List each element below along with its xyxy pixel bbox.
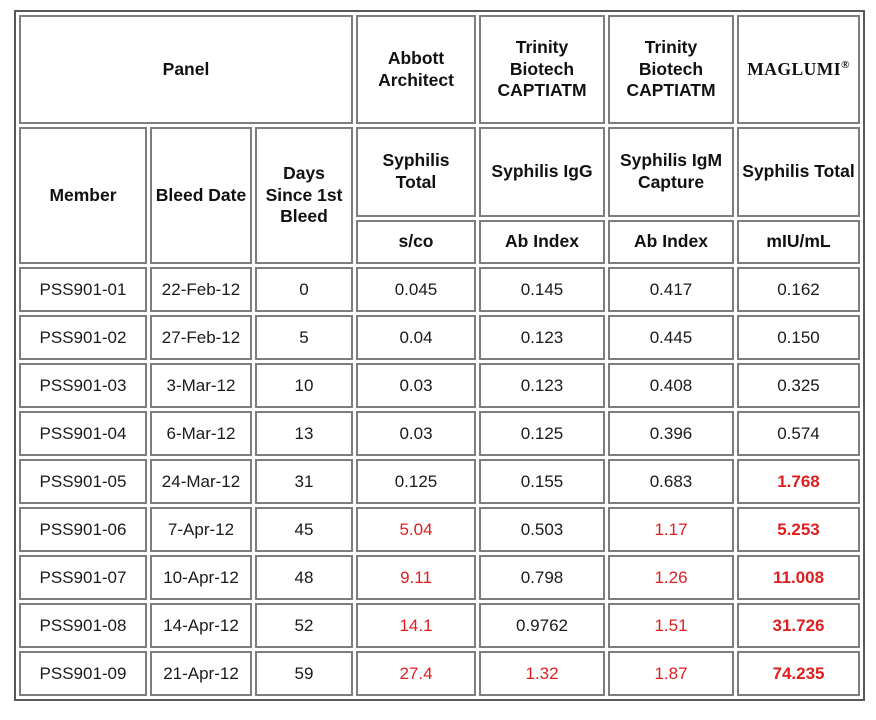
abbott-total-result-cell: 27.4 (356, 651, 476, 696)
header-row-units: s/co Ab Index Ab Index mIU/mL (19, 220, 860, 264)
table-row: PSS901-08 14-Apr-12 52 14.1 0.9762 1.51 31.726 (19, 603, 860, 648)
trinity-igg-result-cell: 0.9762 (479, 603, 605, 648)
trinity-igg-result-cell: 0.798 (479, 555, 605, 600)
trinity-igm-result-cell: 1.51 (608, 603, 734, 648)
member-cell: PSS901-04 (19, 411, 147, 456)
assay-header-trinity-captia-igm: Trinity Biotech CAPTIATM (608, 15, 734, 124)
unit-header-ab-index-igm: Ab Index (608, 220, 734, 264)
registered-trademark-symbol: ® (841, 58, 850, 71)
maglumi-total-result-cell: 1.768 (737, 459, 860, 504)
trinity-igm-result-cell: 0.683 (608, 459, 734, 504)
column-header-bleed-date: Bleed Date (150, 127, 252, 264)
table-row: PSS901-02 27-Feb-12 5 0.04 0.123 0.445 0.150 (19, 315, 860, 360)
trinity-igm-result-cell: 0.396 (608, 411, 734, 456)
bleed-date-cell: 14-Apr-12 (150, 603, 252, 648)
trinity-igg-result-cell: 0.145 (479, 267, 605, 312)
unit-header-miu-per-ml: mIU/mL (737, 220, 860, 264)
member-cell: PSS901-01 (19, 267, 147, 312)
table-row: PSS901-06 7-Apr-12 45 5.04 0.503 1.17 5.253 (19, 507, 860, 552)
member-cell: PSS901-08 (19, 603, 147, 648)
bleed-date-cell: 21-Apr-12 (150, 651, 252, 696)
member-cell: PSS901-07 (19, 555, 147, 600)
member-cell: PSS901-03 (19, 363, 147, 408)
table-row: PSS901-03 3-Mar-12 10 0.03 0.123 0.408 0.325 (19, 363, 860, 408)
bleed-date-cell: 7-Apr-12 (150, 507, 252, 552)
column-header-days-since-first-bleed: Days Since 1st Bleed (255, 127, 353, 264)
trinity-igg-result-cell: 0.123 (479, 363, 605, 408)
abbott-total-result-cell: 0.03 (356, 363, 476, 408)
abbott-total-result-cell: 0.045 (356, 267, 476, 312)
header-row-brands: Panel Abbott Architect Trinity Biotech C… (19, 15, 860, 124)
abbott-total-result-cell: 0.125 (356, 459, 476, 504)
maglumi-total-result-cell: 5.253 (737, 507, 860, 552)
trinity-igm-result-cell: 0.445 (608, 315, 734, 360)
abbott-total-result-cell: 0.04 (356, 315, 476, 360)
trinity-igm-result-cell: 1.26 (608, 555, 734, 600)
unit-header-ab-index-igg: Ab Index (479, 220, 605, 264)
trinity-igg-result-cell: 0.125 (479, 411, 605, 456)
header-row-tests: Member Bleed Date Days Since 1st Bleed S… (19, 127, 860, 264)
bleed-date-cell: 22-Feb-12 (150, 267, 252, 312)
maglumi-total-result-cell: 0.150 (737, 315, 860, 360)
test-header-maglumi-syphilis-total: Syphilis Total (737, 127, 860, 217)
panel-header: Panel (19, 15, 353, 124)
column-header-member: Member (19, 127, 147, 264)
bleed-date-cell: 24-Mar-12 (150, 459, 252, 504)
assay-header-maglumi: MAGLUMI® (737, 15, 860, 124)
bleed-date-cell: 3-Mar-12 (150, 363, 252, 408)
test-header-syphilis-igg: Syphilis IgG (479, 127, 605, 217)
maglumi-total-result-cell: 11.008 (737, 555, 860, 600)
days-cell: 0 (255, 267, 353, 312)
maglumi-total-result-cell: 0.574 (737, 411, 860, 456)
trinity-igg-result-cell: 0.503 (479, 507, 605, 552)
table-row: PSS901-05 24-Mar-12 31 0.125 0.155 0.683 1.768 (19, 459, 860, 504)
member-cell: PSS901-02 (19, 315, 147, 360)
member-cell: PSS901-09 (19, 651, 147, 696)
test-header-syphilis-igm-capture: Syphilis IgM Capture (608, 127, 734, 217)
trinity-igg-result-cell: 0.123 (479, 315, 605, 360)
member-cell: PSS901-06 (19, 507, 147, 552)
maglumi-total-result-cell: 31.726 (737, 603, 860, 648)
days-cell: 31 (255, 459, 353, 504)
trinity-igm-result-cell: 0.417 (608, 267, 734, 312)
assay-header-abbott-architect: Abbott Architect (356, 15, 476, 124)
days-cell: 10 (255, 363, 353, 408)
abbott-total-result-cell: 14.1 (356, 603, 476, 648)
days-cell: 59 (255, 651, 353, 696)
trinity-igg-result-cell: 0.155 (479, 459, 605, 504)
assay-comparison-table: Panel Abbott Architect Trinity Biotech C… (14, 10, 865, 701)
days-cell: 52 (255, 603, 353, 648)
maglumi-total-result-cell: 74.235 (737, 651, 860, 696)
days-cell: 13 (255, 411, 353, 456)
table-row: PSS901-04 6-Mar-12 13 0.03 0.125 0.396 0.574 (19, 411, 860, 456)
trinity-igm-result-cell: 1.87 (608, 651, 734, 696)
days-cell: 48 (255, 555, 353, 600)
trinity-igg-result-cell: 1.32 (479, 651, 605, 696)
bleed-date-cell: 10-Apr-12 (150, 555, 252, 600)
unit-header-sco: s/co (356, 220, 476, 264)
trinity-igm-result-cell: 1.17 (608, 507, 734, 552)
maglumi-total-result-cell: 0.162 (737, 267, 860, 312)
abbott-total-result-cell: 9.11 (356, 555, 476, 600)
table-row: PSS901-07 10-Apr-12 48 9.11 0.798 1.26 11.008 (19, 555, 860, 600)
maglumi-brand-text: MAGLUMI (747, 58, 842, 79)
assay-table-container: Panel Abbott Architect Trinity Biotech C… (14, 10, 865, 701)
table-row: PSS901-01 22-Feb-12 0 0.045 0.145 0.417 0.162 (19, 267, 860, 312)
days-cell: 45 (255, 507, 353, 552)
trinity-igm-result-cell: 0.408 (608, 363, 734, 408)
test-header-abbott-syphilis-total: Syphilis Total (356, 127, 476, 217)
bleed-date-cell: 27-Feb-12 (150, 315, 252, 360)
bleed-date-cell: 6-Mar-12 (150, 411, 252, 456)
days-cell: 5 (255, 315, 353, 360)
abbott-total-result-cell: 5.04 (356, 507, 476, 552)
abbott-total-result-cell: 0.03 (356, 411, 476, 456)
maglumi-total-result-cell: 0.325 (737, 363, 860, 408)
assay-header-trinity-captia-igg: Trinity Biotech CAPTIATM (479, 15, 605, 124)
table-row: PSS901-09 21-Apr-12 59 27.4 1.32 1.87 74.235 (19, 651, 860, 696)
member-cell: PSS901-05 (19, 459, 147, 504)
